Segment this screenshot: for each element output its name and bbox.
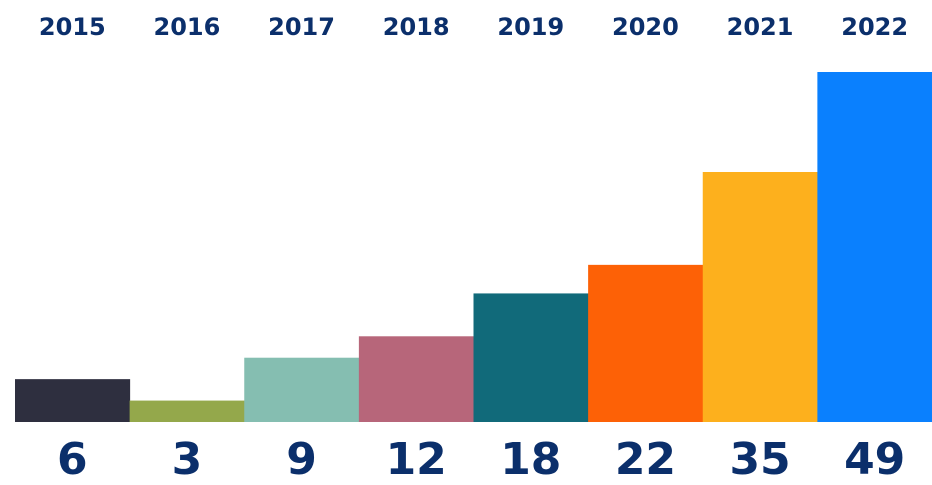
value-label: 18 bbox=[500, 434, 561, 485]
year-label: 2018 bbox=[383, 13, 450, 41]
bar bbox=[358, 336, 474, 422]
bar bbox=[244, 357, 360, 422]
bar bbox=[129, 400, 245, 422]
bar bbox=[588, 264, 704, 422]
value-label: 9 bbox=[286, 434, 317, 485]
year-label: 2019 bbox=[497, 13, 564, 41]
year-label: 2022 bbox=[841, 13, 908, 41]
year-label: 2016 bbox=[154, 13, 221, 41]
value-label: 6 bbox=[57, 434, 88, 485]
bar bbox=[702, 172, 818, 422]
value-label: 22 bbox=[615, 434, 676, 485]
year-label: 2020 bbox=[612, 13, 679, 41]
value-label: 3 bbox=[172, 434, 203, 485]
year-label: 2017 bbox=[268, 13, 335, 41]
value-label: 12 bbox=[386, 434, 447, 485]
bar bbox=[817, 72, 932, 422]
bar bbox=[473, 293, 589, 422]
value-label: 49 bbox=[844, 434, 905, 485]
year-label: 2015 bbox=[39, 13, 106, 41]
value-label: 35 bbox=[729, 434, 790, 485]
year-label: 2021 bbox=[727, 13, 794, 41]
bar bbox=[15, 379, 131, 422]
